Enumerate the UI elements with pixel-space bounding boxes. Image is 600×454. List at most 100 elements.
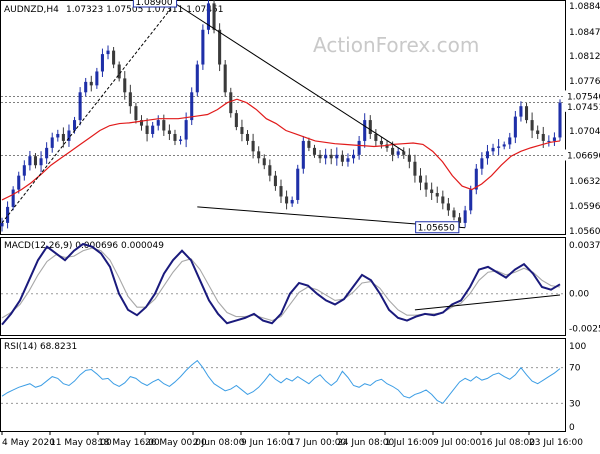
candle-body [84, 82, 87, 92]
candle-body [358, 141, 361, 155]
candle-body [157, 120, 160, 126]
price-tick-label: 1.08120 [569, 52, 600, 62]
candle-body [28, 156, 31, 165]
macd-tick-label: -0.002585 [569, 324, 600, 334]
price-axis: 1.088401.084701.081201.077601.074001.070… [569, 2, 600, 237]
candle-body [441, 196, 444, 203]
candle-body [486, 151, 489, 158]
candle-body [185, 120, 188, 139]
candle-body [146, 126, 149, 134]
candle-body [508, 137, 511, 144]
time-tick-label: 1 Jul 16:00 [385, 438, 434, 448]
candle-body [402, 151, 405, 154]
candle-body [12, 190, 15, 207]
trendline-rising-support [2, 3, 175, 222]
candle-body [307, 141, 310, 148]
candle-body [503, 144, 506, 146]
candle-body [363, 120, 366, 141]
candle-body [162, 120, 165, 130]
candle-body [17, 176, 20, 190]
candle-body [330, 155, 333, 158]
candle-body [313, 148, 316, 155]
time-tick-label: 16 Jul 08:00 [481, 438, 535, 448]
macd-pane: MACD(12,26,9) 0.000696 0.000049 0.003706… [1, 238, 600, 336]
candle-body [45, 148, 48, 158]
price-tick-label: 1.05600 [569, 227, 600, 237]
candle-body [324, 155, 327, 158]
rsi-level-lines [1, 368, 565, 404]
price-tick-label: 1.05960 [569, 202, 600, 212]
support-tag: 1.06690 [567, 152, 600, 162]
candle-body [196, 65, 199, 93]
candle-body [90, 82, 93, 85]
candle-body [553, 137, 556, 140]
candle-body [246, 134, 249, 141]
candle-body [497, 146, 500, 147]
candle-body [112, 51, 115, 65]
candle-body [380, 141, 383, 144]
price-tick-label: 1.08840 [569, 2, 600, 12]
candle-body [257, 151, 260, 158]
price-pane-title: AUDNZD,H4 [4, 5, 59, 15]
candle-body [335, 155, 338, 158]
candle-body [134, 106, 137, 120]
candle-body [436, 193, 439, 196]
candle-body [413, 162, 416, 176]
candle-body [179, 140, 182, 141]
candle-body [201, 30, 204, 65]
time-tick-label: 4 May 2020 [2, 438, 55, 448]
rsi-tick-label: 100 [569, 342, 586, 352]
macd-title: MACD(12,26,9) 0.000696 0.000049 [4, 241, 164, 251]
rsi-tick-label: 0 [569, 423, 575, 433]
candle-body [23, 165, 26, 175]
candle-body [542, 134, 545, 141]
candle-body [374, 134, 377, 141]
current-price-tag: 1.07451 [567, 103, 600, 113]
candle-body [346, 158, 349, 161]
price-support-levels [1, 96, 565, 155]
candle-body [291, 200, 294, 203]
price-pane-frame [1, 1, 566, 235]
candle-body [0, 223, 3, 226]
candle-body [430, 190, 433, 193]
low-label: 1.05650 [418, 224, 455, 234]
candle-body [229, 92, 232, 113]
macd-tick-label: 0.00 [569, 290, 589, 300]
candle-body [40, 158, 43, 165]
time-tick-label: 23 Jul 16:00 [529, 438, 583, 448]
candle-body [296, 169, 299, 200]
price-tick-label: 1.07040 [569, 127, 600, 137]
rsi-tick-label: 30 [569, 399, 581, 409]
price-pane: ActionForex.com AUDNZD,H4 1.07323 1.0750… [0, 0, 600, 237]
candle-body [397, 151, 400, 154]
candle-body [151, 126, 154, 134]
candle-body [173, 134, 176, 141]
candle-body [129, 92, 132, 106]
price-tick-label: 1.08470 [569, 28, 600, 38]
candle-body [190, 92, 193, 120]
candle-body [341, 155, 344, 162]
candle-body [123, 78, 126, 92]
candle-body [62, 134, 65, 141]
time-tick-label: 9 Jul 00:00 [433, 438, 482, 448]
macd-pane-frame [1, 238, 566, 336]
candle-body [73, 120, 76, 130]
watermark: ActionForex.com [313, 33, 479, 57]
macd-tick-label: 0.003706 [569, 241, 600, 251]
macd-divergence-line [415, 295, 560, 310]
candle-body [452, 210, 455, 217]
candle-body [218, 30, 221, 65]
candle-body [213, 3, 216, 29]
candle-body [408, 155, 411, 162]
trendline-falling-resistance [175, 3, 404, 151]
candle-body [224, 65, 227, 93]
candle-body [531, 120, 534, 130]
candle-body [391, 148, 394, 155]
candle-body [235, 113, 238, 127]
candle-body [447, 203, 450, 210]
candle-body [106, 51, 109, 54]
candle-body [34, 156, 37, 165]
rsi-title: RSI(14) 68.8231 [4, 342, 77, 352]
